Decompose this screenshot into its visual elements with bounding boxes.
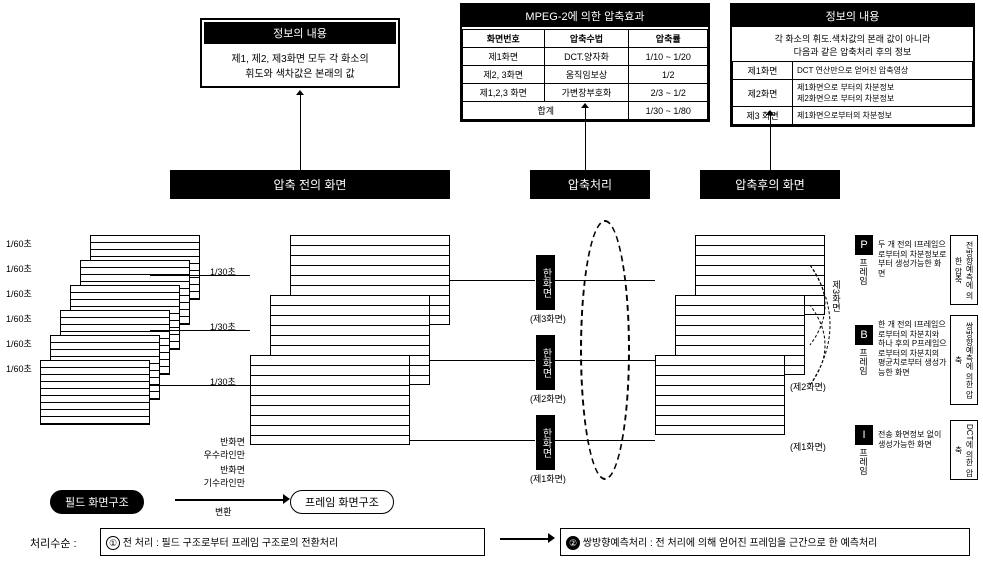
mpeg-h0: 화면번호 <box>463 30 545 48</box>
step1-text: 전 처리 : 필드 구조로부터 프레임 구조로의 전환처리 <box>123 538 338 549</box>
b-frame-box: B <box>855 325 873 345</box>
i-frame-box: I <box>855 425 873 445</box>
time-4: 1/60초 <box>6 337 32 350</box>
mpeg-h1: 압축수법 <box>544 30 629 48</box>
connector-3 <box>770 115 771 170</box>
b-side: 쌍방향예측에 의한 압축 <box>950 315 978 405</box>
predict-arrows <box>800 235 860 435</box>
arrow-up-1 <box>296 90 304 95</box>
i-desc: 전송 화면정보 없이 생성가능한 화면 <box>878 430 948 449</box>
connector-1 <box>300 95 301 170</box>
screen2-label: (제2화면) <box>530 392 566 405</box>
step1-num: ① <box>106 536 120 550</box>
stage-before: 압축 전의 화면 <box>170 170 450 199</box>
convert-arrow <box>175 499 285 501</box>
p-side: 전방향예측에 의한 압축 <box>950 235 978 305</box>
out-s2: (제2화면) <box>790 380 826 393</box>
p-frame-label: 프레임 <box>857 258 870 285</box>
time-1: 1/60초 <box>6 262 32 275</box>
arrow-up-3 <box>766 110 774 115</box>
b-frame-label: 프레임 <box>857 348 870 375</box>
ftime-2: 1/30초 <box>210 375 236 388</box>
stage-after: 압축후의 화면 <box>700 170 840 199</box>
step1-box: ① 전 처리 : 필드 구조로부터 프레임 구조로의 전환처리 <box>100 528 485 556</box>
half1-label: 반화면 <box>195 435 245 448</box>
time-2: 1/60초 <box>6 287 32 300</box>
ftime-0: 1/30초 <box>210 265 236 278</box>
time-3: 1/60초 <box>6 312 32 325</box>
p-desc: 두 개 전의 I프레임으로부터의 차분정보로부터 생성가능한 화면 <box>878 240 948 278</box>
i-side: DCT에 의한 압축 <box>950 420 978 480</box>
even-label: 기수라인만 <box>195 476 245 489</box>
process-label: 처리수순 : <box>30 535 77 551</box>
mpeg-title: MPEG-2에 의한 압축효과 <box>462 5 708 27</box>
info-right-table: 제1화면DCT 연산만으로 얻어진 압축영상 제2화면제1화면으로 부터의 차분… <box>732 61 973 125</box>
step2-box: ② 쌍방향예측처리 : 전 처리에 의해 얻어진 프레임을 근간으로 한 예측처… <box>560 528 970 556</box>
screen3-label: (제3화면) <box>530 312 566 325</box>
time-5: 1/60초 <box>6 362 32 375</box>
odd-label: 우수라인만 <box>195 448 245 461</box>
info-box-left: 정보의 내용 제1, 제2, 제3화면 모두 각 화소의 휘도와 색차값은 본래… <box>200 18 400 88</box>
stage-process: 압축처리 <box>530 170 650 199</box>
step2-text: 쌍방향예측처리 : 전 처리에 의해 얻어진 프레임을 근간으로 한 예측처리 <box>583 538 878 549</box>
out-s1: (제1화면) <box>790 440 826 453</box>
screen1-label: (제1화면) <box>530 472 566 485</box>
half2-label: 반화면 <box>195 463 245 476</box>
arrow-up-2 <box>581 103 589 108</box>
mpeg-h2: 압축률 <box>629 30 708 48</box>
out-s3: 제3화면 <box>830 280 843 312</box>
convert-label: 변환 <box>215 505 232 518</box>
screen2-vlabel: 한화면 <box>536 335 555 390</box>
time-0: 1/60초 <box>6 237 32 250</box>
p-frame-box: P <box>855 235 873 255</box>
ftime-1: 1/30초 <box>210 320 236 333</box>
screen1-vlabel: 한화면 <box>536 415 555 470</box>
info-box-right: 정보의 내용 각 화소의 휘도.색차값의 본래 값이 아니라 다음과 같은 압축… <box>730 3 975 127</box>
info-right-subtitle: 각 화소의 휘도.색차값의 본래 값이 아니라 다음과 같은 압축처리 후의 정… <box>732 29 973 61</box>
field-structure-pill: 필드 화면구조 <box>50 490 144 514</box>
info-left-title: 정보의 내용 <box>204 22 396 44</box>
info-right-title: 정보의 내용 <box>732 5 973 27</box>
b-desc: 한 개 전의 I프레임으로부터의 차분치와 하나 후의 P프레임으로부터의 차분… <box>878 320 948 378</box>
connector-2 <box>585 108 586 170</box>
step2-num: ② <box>566 536 580 550</box>
frame-structure-pill: 프레임 화면구조 <box>290 490 394 514</box>
i-frame-label: 프레임 <box>857 448 870 475</box>
screen3-vlabel: 한화면 <box>536 255 555 310</box>
compression-oval <box>580 220 630 480</box>
info-left-body: 제1, 제2, 제3화면 모두 각 화소의 휘도와 색차값은 본래의 값 <box>204 46 396 84</box>
